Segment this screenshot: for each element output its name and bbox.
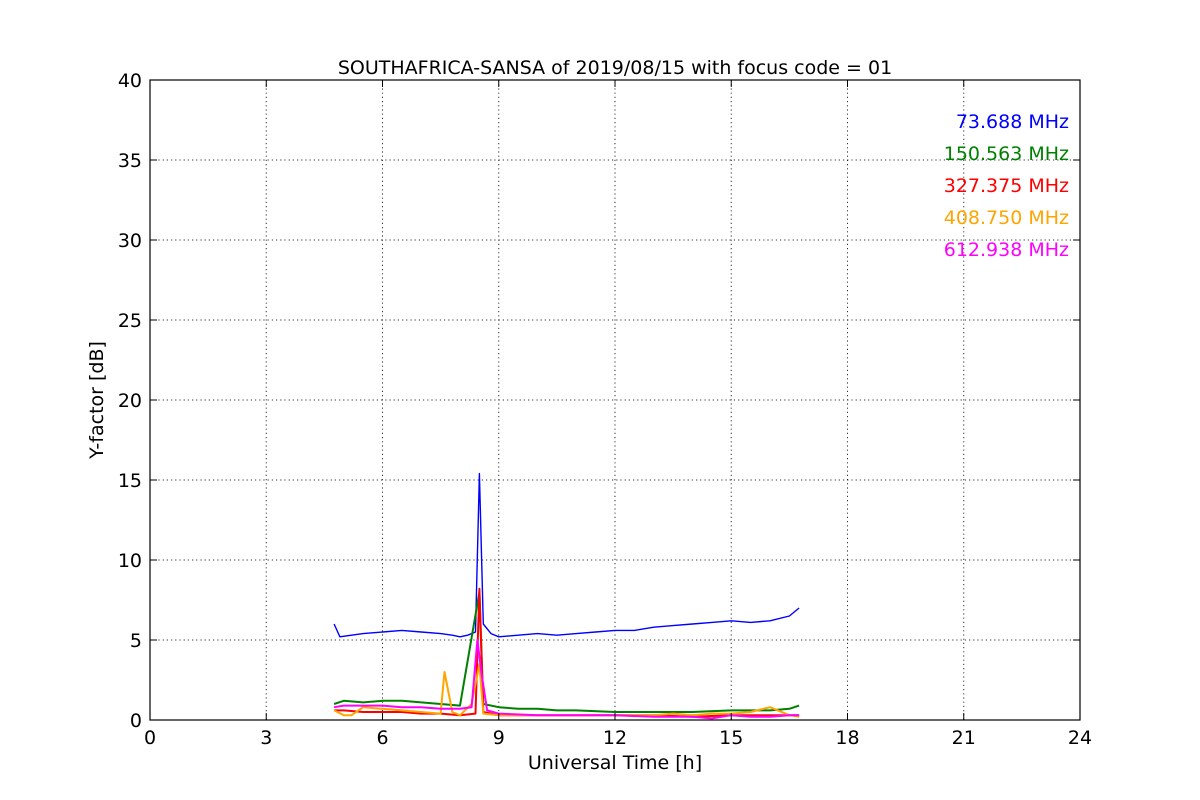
- x-tick-label: 0: [144, 727, 156, 749]
- legend-entry-1: 73.688 MHz: [956, 111, 1069, 133]
- x-tick-label: 6: [376, 727, 388, 749]
- x-tick-label: 12: [603, 727, 627, 749]
- legend-entry-4: 408.750 MHz: [944, 207, 1069, 229]
- y-tick-label: 25: [118, 310, 142, 332]
- x-tick-label: 15: [719, 727, 743, 749]
- x-tick-label: 24: [1068, 727, 1092, 749]
- x-tick-label: 9: [493, 727, 505, 749]
- ticks: 0 3 6 9 12 15 18 21 24 0 5 10 15 20 25 30 35 40: [118, 70, 1092, 749]
- legend: 73.688 MHz 150.563 MHz 327.375 MHz 408.750 …: [944, 111, 1069, 261]
- x-tick-label: 18: [835, 727, 859, 749]
- y-tick-label: 30: [118, 230, 142, 252]
- legend-entry-2: 150.563 MHz: [944, 143, 1069, 165]
- legend-entry-5: 612.938 MHz: [944, 239, 1069, 261]
- series-line-2: [333, 591, 800, 713]
- y-tick-label: 0: [130, 710, 142, 732]
- grid: [150, 80, 1080, 720]
- series-line-1: [333, 472, 800, 638]
- series-line-4: [333, 663, 800, 718]
- series-line-5: [333, 639, 800, 720]
- legend-entry-3: 327.375 MHz: [944, 175, 1069, 197]
- y-tick-label: 15: [118, 470, 142, 492]
- y-tick-label: 10: [118, 550, 142, 572]
- x-axis-label: Universal Time [h]: [528, 752, 702, 774]
- y-tick-label: 5: [130, 630, 142, 652]
- x-tick-label: 3: [260, 727, 272, 749]
- chart-title: SOUTHAFRICA-SANSA of 2019/08/15 with foc…: [338, 57, 892, 79]
- y-tick-label: 35: [118, 150, 142, 172]
- y-tick-label: 40: [118, 70, 142, 92]
- y-axis-label: Y-factor [dB]: [86, 341, 108, 460]
- y-tick-label: 20: [118, 390, 142, 412]
- x-tick-label: 21: [952, 727, 976, 749]
